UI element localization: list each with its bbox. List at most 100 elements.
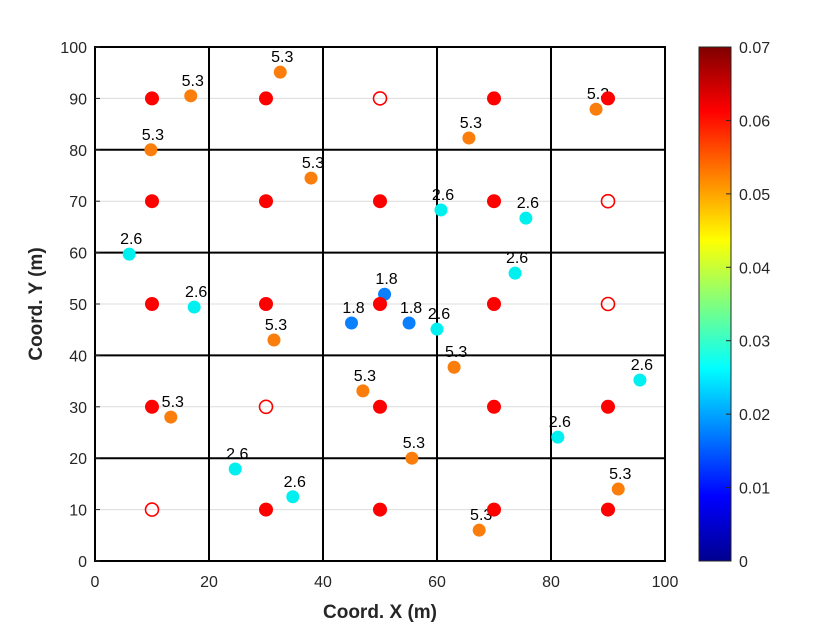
filled-node-marker — [373, 502, 387, 517]
data-point — [405, 451, 419, 465]
x-axis-ticks: 0 20 40 60 80 100 — [91, 574, 679, 591]
data-point — [508, 266, 522, 280]
colorbar-tick-label: 0.04 — [739, 260, 770, 277]
data-point — [633, 373, 647, 387]
point-label: 5.3 — [302, 155, 324, 172]
x-tick-label: 80 — [542, 574, 560, 591]
data-point — [447, 360, 461, 374]
data-point — [164, 410, 178, 424]
point-label: 5.3 — [460, 115, 482, 132]
y-tick-label: 70 — [69, 194, 87, 211]
point-label: 1.8 — [400, 300, 422, 317]
data-point — [356, 384, 370, 398]
hollow-node-marker — [600, 296, 616, 312]
colorbar-tick-label: 0.01 — [739, 481, 770, 498]
filled-node-marker — [145, 194, 159, 209]
data-point — [187, 300, 201, 314]
data-point — [122, 247, 136, 261]
data-point — [551, 430, 565, 444]
x-tick-label: 100 — [652, 574, 679, 591]
data-point — [430, 322, 444, 336]
colorbar-tick-label: 0.02 — [739, 407, 770, 424]
point-label: 5.3 — [354, 368, 376, 385]
filled-node-marker — [259, 194, 273, 209]
point-label: 2.6 — [120, 231, 142, 248]
filled-node-marker — [145, 399, 159, 414]
filled-node-marker — [601, 91, 615, 106]
y-tick-label: 0 — [78, 554, 87, 571]
data-point — [402, 316, 416, 330]
x-tick-label: 60 — [428, 574, 446, 591]
filled-node-marker — [259, 502, 273, 517]
colorbar — [698, 46, 732, 562]
node-markers — [144, 91, 616, 517]
filled-node-marker — [487, 194, 501, 209]
point-label: 5.3 — [162, 394, 184, 411]
data-point — [345, 316, 358, 330]
filled-node-marker — [259, 297, 273, 311]
y-tick-label: 20 — [69, 451, 87, 468]
point-label: 5.3 — [182, 73, 204, 90]
data-point — [589, 102, 603, 116]
hollow-node-marker — [258, 399, 274, 415]
point-label: 1.8 — [342, 300, 364, 317]
point-label: 2.6 — [185, 284, 207, 301]
x-tick-label: 20 — [200, 574, 218, 591]
x-axis-title: Coord. X (m) — [323, 602, 437, 623]
point-label: 2.6 — [517, 195, 539, 212]
point-label: 2.6 — [549, 414, 571, 431]
data-point — [462, 131, 476, 145]
point-label: 2.6 — [284, 474, 306, 491]
filled-node-marker — [487, 297, 501, 311]
data-point — [273, 65, 287, 79]
filled-node-marker — [259, 91, 273, 106]
data-point — [304, 171, 318, 185]
point-label: 5.3 — [142, 127, 164, 144]
x-tick-label: 0 — [91, 574, 100, 591]
y-tick-label: 60 — [69, 246, 87, 263]
filled-node-marker — [373, 399, 387, 414]
colorbar-tick-label: 0 — [739, 554, 748, 571]
colorbar-tick-label: 0.06 — [739, 113, 770, 130]
colorbar-tick-label: 0.03 — [739, 334, 770, 351]
data-point — [184, 89, 198, 103]
point-label: 5.3 — [609, 466, 631, 483]
point-label: 2.6 — [226, 446, 248, 463]
colorbar-ticks: 0 0.01 0.02 0.03 0.04 0.05 0.06 0.07 — [726, 40, 770, 571]
point-label: 2.6 — [506, 250, 528, 267]
data-point — [144, 143, 158, 157]
filled-node-marker — [373, 194, 387, 209]
hollow-node-marker — [600, 193, 616, 209]
point-label: 5.3 — [403, 435, 425, 452]
data-point — [472, 523, 486, 537]
y-tick-label: 100 — [60, 40, 87, 57]
y-tick-label: 30 — [69, 400, 87, 417]
y-tick-label: 90 — [69, 91, 87, 108]
point-label: 2.6 — [428, 306, 450, 323]
point-label: 5.3 — [265, 317, 287, 334]
filled-node-marker — [487, 399, 501, 414]
hollow-node-marker — [372, 91, 388, 106]
filled-node-marker — [601, 502, 615, 517]
y-axis-title: Coord. Y (m) — [26, 247, 47, 360]
y-axis-ticks: 0 10 20 30 40 50 60 70 80 90 100 — [60, 40, 100, 571]
cell-boundary-lines — [95, 47, 665, 561]
data-point — [286, 490, 300, 504]
filled-node-marker — [145, 297, 159, 311]
y-tick-label: 50 — [69, 297, 87, 314]
data-point — [267, 333, 281, 347]
point-label: 2.6 — [631, 357, 653, 374]
filled-node-marker — [487, 502, 501, 517]
data-point — [434, 203, 448, 217]
point-label: 5.3 — [271, 49, 293, 66]
y-tick-label: 10 — [69, 503, 87, 520]
hollow-node-marker — [144, 502, 160, 517]
data-point — [519, 211, 533, 225]
filled-node-marker — [373, 297, 387, 311]
point-label: 2.6 — [432, 187, 454, 204]
point-label: 5.3 — [445, 344, 467, 361]
y-tick-label: 80 — [69, 143, 87, 160]
point-label: 1.8 — [375, 271, 397, 288]
colorbar-tick-label: 0.07 — [739, 40, 770, 57]
